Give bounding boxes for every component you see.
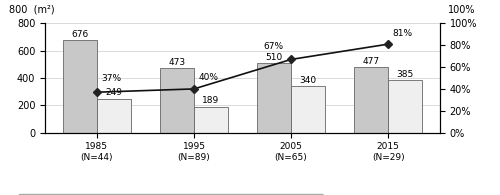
Text: 81%: 81% <box>392 29 412 38</box>
Bar <box>97 99 131 133</box>
Text: 37%: 37% <box>102 74 121 83</box>
Text: 510: 510 <box>266 53 282 62</box>
Text: 40%: 40% <box>198 73 218 82</box>
Bar <box>291 86 325 133</box>
Bar <box>257 63 291 133</box>
Bar <box>388 80 422 133</box>
Text: 477: 477 <box>362 57 380 66</box>
Bar <box>160 68 194 133</box>
Text: 676: 676 <box>72 30 88 39</box>
Bar <box>63 40 97 133</box>
Text: 189: 189 <box>202 97 220 105</box>
Text: 67%: 67% <box>264 42 283 51</box>
Text: 800  (m²): 800 (m²) <box>10 5 55 15</box>
Text: 340: 340 <box>300 76 316 85</box>
Text: 385: 385 <box>396 70 413 79</box>
Legend: First-floor areas Inside building (mean), Inside building first-floor common are: First-floor areas Inside building (mean)… <box>18 194 324 195</box>
Text: 473: 473 <box>168 58 186 67</box>
Text: 100%: 100% <box>448 5 475 15</box>
Bar <box>194 107 228 133</box>
Bar <box>354 67 388 133</box>
Text: 249: 249 <box>106 88 122 97</box>
